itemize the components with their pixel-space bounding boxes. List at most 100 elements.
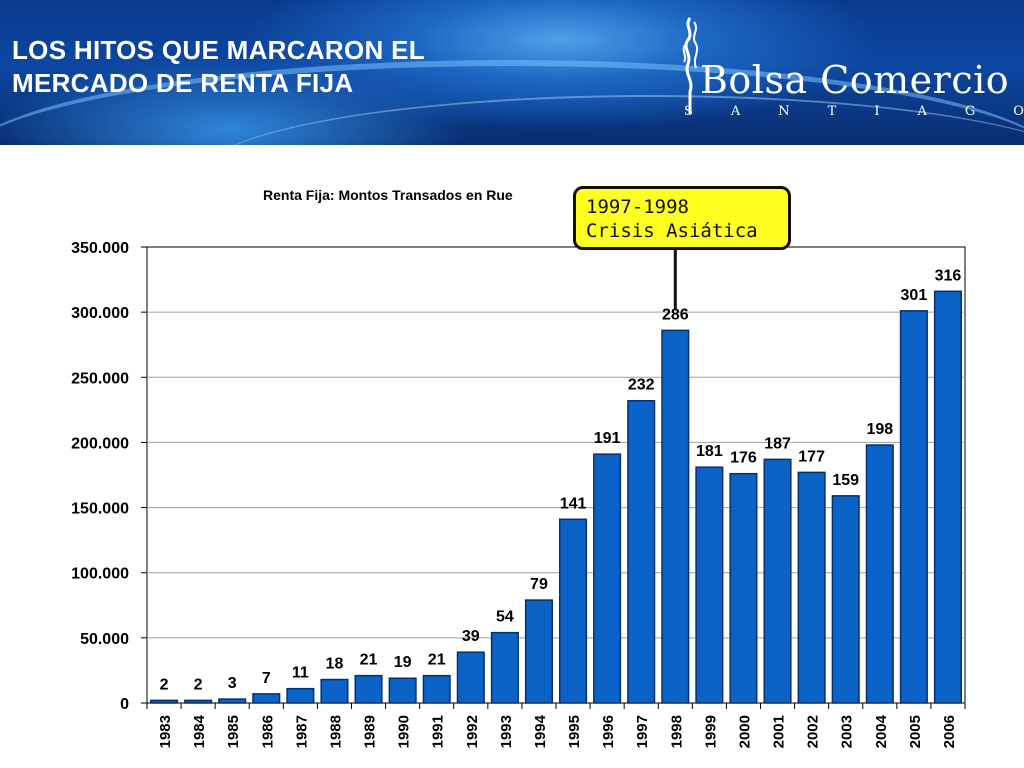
bar-2000 [729,472,758,704]
data-label-1999: 181 [696,443,723,460]
data-label-1989: 21 [360,652,378,669]
bar-1995 [558,518,588,704]
slide-title-line-1: LOS HITOS QUE MARCARON EL [12,35,425,65]
data-label-2000: 176 [730,450,757,467]
bar-chart: Renta Fija: Montos Transados en Rue 2 2 3 7… [71,187,966,748]
x-tick-label-2001: 2001 [771,715,788,748]
y-tick-label: 100.000 [71,566,129,583]
data-label-2002: 177 [798,448,825,465]
data-label-1998: 286 [662,306,689,323]
bar-2003 [831,495,860,704]
x-axis: 1983 1984 1985 1986 1987 1988 1989 1990 1991 1992… [146,703,966,748]
bar-1999 [695,466,724,704]
y-tick-label: 250.000 [71,370,129,387]
data-label-1992: 39 [462,628,480,645]
slide-title-line-2: MERCADO DE RENTA FIJA [12,68,354,98]
x-tick-label-1992: 1992 [464,715,481,748]
data-label-2003: 159 [832,472,859,489]
x-tick-label-2006: 2006 [941,715,958,748]
data-label-1996: 191 [594,430,621,447]
bars [149,290,963,704]
bolsa-quill-logo-icon [682,17,699,114]
data-label-1987: 11 [292,665,309,682]
x-tick-label-1998: 1998 [668,715,685,748]
data-label-2001: 187 [764,435,791,452]
x-tick-label-1993: 1993 [498,715,515,748]
bar-1996 [593,453,622,704]
bar-2002 [797,471,826,704]
bar-1998 [661,329,690,704]
y-tick-label: 300.000 [71,305,129,322]
bar-2006 [933,290,963,704]
y-tick-label: 0 [120,696,129,713]
x-tick-label-1995: 1995 [566,715,583,748]
x-tick-label-2002: 2002 [805,715,822,748]
bar-1987 [286,687,315,704]
data-label-1986: 7 [262,670,271,687]
logo-subtitle: SANTIAGO [684,104,1024,119]
x-tick-label-1988: 1988 [327,715,344,748]
x-tick-label-1991: 1991 [430,715,447,748]
x-tick-label-2005: 2005 [907,715,924,748]
bar-1985 [218,698,247,704]
y-tick-label: 200.000 [71,435,129,452]
data-label-1991: 21 [428,652,446,669]
bar-1988 [320,678,349,704]
gridlines [146,246,966,704]
data-label-1990: 19 [394,654,412,671]
bar-2001 [763,458,792,704]
data-label-2004: 198 [866,421,893,438]
x-tick-label-1996: 1996 [600,715,617,748]
x-tick-label-1999: 1999 [702,715,719,748]
bar-2004 [865,444,894,704]
x-tick-label-2003: 2003 [839,715,856,748]
bar-1992 [456,651,485,704]
x-tick-label-1986: 1986 [259,715,276,748]
bar-1994 [524,599,554,704]
slide-title: LOS HITOS QUE MARCARON EL MERCADO DE REN… [12,34,425,100]
y-axis: 0 50.000 100.000 150.000 200.000 250.000 300.0… [71,240,147,713]
x-tick-label-1987: 1987 [293,715,310,748]
x-tick-label-1983: 1983 [157,715,174,748]
data-label-1984: 2 [194,676,203,693]
logo-name: Bolsa Comercio [700,58,1010,102]
data-label-1994: 79 [530,576,548,593]
x-tick-label-2000: 2000 [736,715,753,748]
y-tick-label: 50.000 [80,631,129,648]
callout-line-2: Crisis Asiática [586,220,758,242]
x-tick-label-1990: 1990 [396,715,413,748]
bar-1989 [354,674,383,704]
data-label-1985: 3 [228,675,237,692]
y-tick-label: 150.000 [71,501,129,518]
data-label-1983: 2 [160,676,169,693]
x-tick-label-1997: 1997 [634,715,651,748]
data-labels: 2 2 3 7 11 18 21 19 21 39 54 79 141 191 232 286 181 176 18… [160,267,962,693]
banner-arc-decoration-thin [200,95,1024,145]
bolsa-comercio-logo: Bolsa Comercio SANTIAGO [676,14,1024,124]
data-label-1993: 54 [496,609,514,626]
bar-1983 [149,699,179,704]
chart-title: Renta Fija: Montos Transados en Rue [263,187,513,203]
data-label-1988: 18 [326,656,344,673]
bar-1991 [422,674,451,704]
x-tick-label-2004: 2004 [873,714,890,748]
x-tick-label-1989: 1989 [362,715,379,748]
callout-line-1: 1997-1998 [586,196,689,218]
data-label-1997: 232 [628,377,655,394]
crisis-callout: 1997-1998 Crisis Asiática [573,186,791,250]
bar-1986 [252,693,281,704]
data-label-2006: 316 [935,267,962,284]
data-label-1995: 141 [560,495,587,512]
y-tick-label: 350.000 [71,240,129,257]
x-tick-label-1984: 1984 [191,714,208,748]
bar-1984 [184,699,213,704]
data-label-2005: 301 [901,287,928,304]
x-tick-label-1985: 1985 [225,715,242,748]
banner-arc-decoration [0,60,1024,145]
header-banner: LOS HITOS QUE MARCARON EL MERCADO DE REN… [0,0,1024,145]
bar-1997 [627,399,656,704]
bar-2005 [899,310,928,704]
bar-1993 [490,631,519,704]
x-tick-label-1994: 1994 [532,714,549,748]
bar-1990 [388,677,417,704]
